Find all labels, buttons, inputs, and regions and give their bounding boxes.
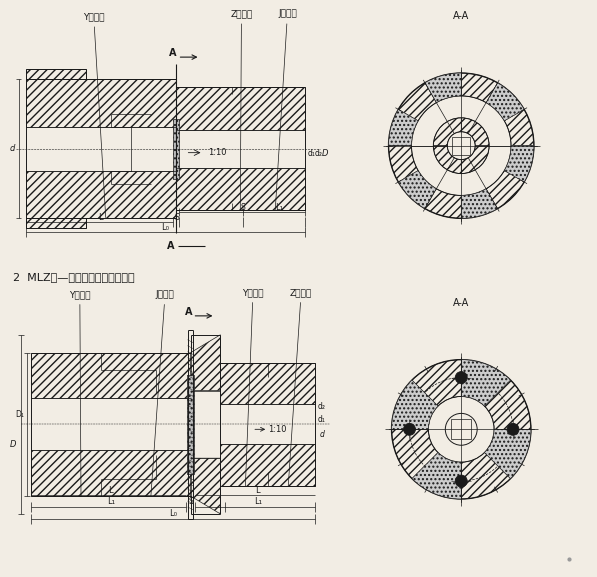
Text: A-A: A-A (453, 12, 469, 21)
Bar (453, 137, 470, 155)
Text: d₁: d₁ (318, 415, 326, 424)
Text: Y型轴孔: Y型轴孔 (69, 290, 91, 496)
Text: D: D (10, 440, 17, 449)
Text: L: L (256, 485, 260, 494)
Text: A-A: A-A (453, 298, 469, 308)
Wedge shape (412, 452, 461, 499)
Text: A: A (184, 307, 192, 317)
Wedge shape (398, 171, 436, 209)
Text: S: S (174, 213, 179, 222)
Text: J型轴孔: J型轴孔 (275, 9, 297, 209)
Text: Y型轴孔: Y型轴孔 (242, 288, 264, 486)
Wedge shape (425, 73, 461, 103)
Circle shape (507, 424, 519, 435)
Text: A: A (169, 48, 176, 58)
Text: Z型轴孔: Z型轴孔 (288, 288, 312, 486)
Wedge shape (461, 189, 497, 218)
Text: Z型轴孔: Z型轴孔 (230, 9, 253, 209)
Text: 1:10: 1:10 (208, 148, 227, 157)
Text: Y型轴孔: Y型轴孔 (83, 12, 106, 218)
Circle shape (456, 372, 467, 384)
Text: 1:10: 1:10 (268, 425, 287, 434)
Text: d₂: d₂ (318, 402, 326, 411)
Text: L₀: L₀ (162, 223, 170, 232)
Text: L₀: L₀ (169, 509, 177, 518)
Text: d: d (319, 430, 324, 439)
Text: L: L (109, 485, 113, 494)
Wedge shape (392, 380, 438, 429)
Text: A: A (167, 241, 174, 251)
Wedge shape (504, 145, 534, 182)
Wedge shape (484, 429, 531, 478)
Text: J型轴孔: J型轴孔 (151, 290, 174, 496)
Wedge shape (461, 359, 510, 406)
Text: L₁: L₁ (107, 497, 115, 507)
Circle shape (404, 424, 416, 435)
Text: d₁: d₁ (308, 149, 316, 158)
Polygon shape (173, 119, 179, 178)
Text: L: L (99, 213, 103, 222)
Text: 2  MLZ型—单法兰梅花弹性联轴器: 2 MLZ型—单法兰梅花弹性联轴器 (13, 272, 135, 282)
Text: d: d (10, 144, 15, 153)
Text: d₂: d₂ (315, 149, 323, 158)
Text: D₁: D₁ (15, 410, 24, 419)
Circle shape (456, 475, 467, 487)
Text: D: D (322, 149, 328, 158)
Polygon shape (186, 374, 195, 474)
Wedge shape (389, 110, 418, 145)
Text: S: S (241, 203, 245, 212)
Text: L₁: L₁ (254, 497, 261, 507)
Text: S: S (188, 497, 193, 507)
Text: L₁: L₁ (275, 203, 283, 212)
Bar (451, 419, 471, 439)
Wedge shape (486, 83, 524, 121)
